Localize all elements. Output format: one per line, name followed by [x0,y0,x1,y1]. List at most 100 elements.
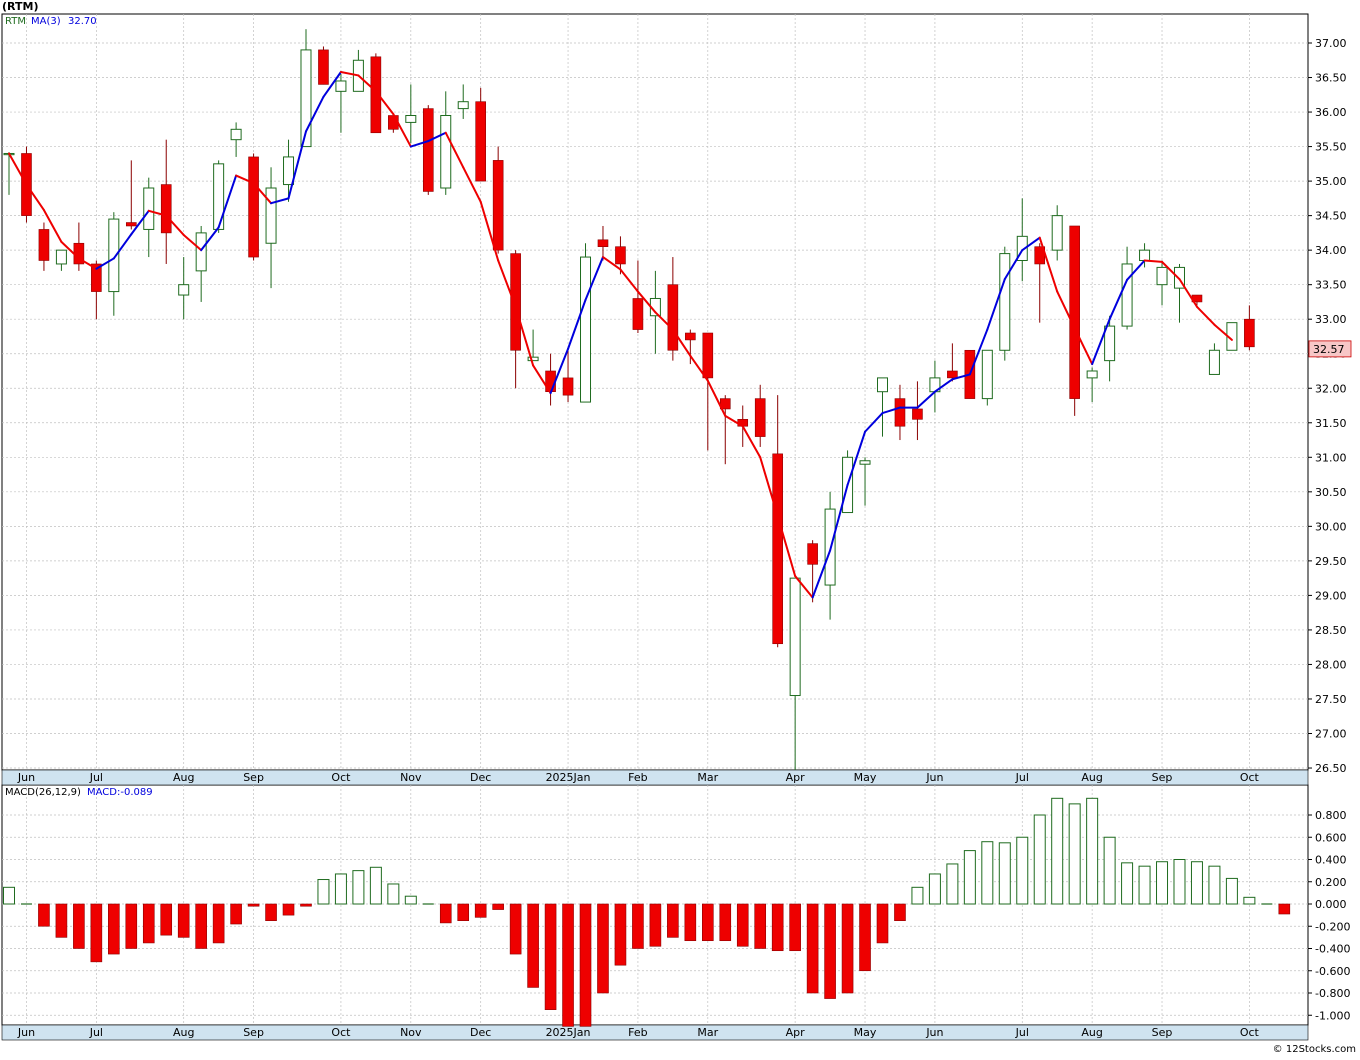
price-tick-label: 28.00 [1315,658,1347,671]
macd-month-label: Oct [331,1026,351,1039]
candle-body [1016,235,1028,262]
macd-month-label: Feb [628,1026,647,1039]
macd-bar [230,903,242,925]
price-month-label: Oct [331,771,351,784]
macd-tick-label: 0.400 [1315,854,1347,867]
ma-segment [462,166,482,203]
candle-body [947,370,958,379]
ma-segment [374,90,395,116]
ma-segment [392,113,412,148]
candle-body [510,253,521,351]
macd-bar [474,903,487,918]
macd-value-label: MACD:-0.089 [87,787,153,798]
candle-body [1208,349,1220,375]
ma-segment [252,182,273,205]
candle-body [248,156,259,258]
price-tick-label: 31.00 [1315,451,1347,464]
macd-month-label: Aug [1081,1026,1102,1039]
macd-tick-label: 0.600 [1315,831,1347,844]
price-tick-label: 35.00 [1315,175,1347,188]
candle-body [318,49,329,85]
candle-body [492,160,504,251]
candle-body [685,332,696,341]
macd-bar [1086,797,1099,905]
macd-bar [1278,903,1291,915]
price-tick-label: 30.00 [1315,520,1347,533]
candle-body [230,128,242,141]
macd-bar [212,903,225,944]
price-tick-label: 29.00 [1315,589,1347,602]
macd-bar [754,903,767,949]
candle-body [580,256,592,403]
macd-month-label: Oct [1240,1026,1260,1039]
candle-body [213,163,225,230]
macd-bar [1068,803,1081,905]
candle-body [440,115,452,189]
ma-segment [881,406,901,415]
macd-bar [544,903,557,1010]
ma-segment [60,240,80,260]
macd-bar [1190,861,1203,905]
ma-segment [724,414,744,428]
macd-bar [789,903,801,952]
ma-segment [916,390,936,409]
price-month-label: Nov [400,771,422,784]
price-tick-label: 35.50 [1315,141,1347,154]
ma-segment [601,256,622,271]
candle-body [370,56,382,134]
macd-bar [1121,862,1134,905]
ma-segment [270,197,290,205]
macd-bar [55,903,68,938]
price-tick-label: 34.00 [1315,244,1347,257]
price-tick-label: 29.50 [1315,555,1347,568]
macd-bar [334,873,347,905]
price-month-label: Apr [786,771,806,784]
candle-body [527,356,539,362]
macd-bar [928,873,941,905]
macd-bar [998,842,1011,905]
candle-body [422,108,434,192]
footer-credit: © 12Stocks.com [1273,1044,1356,1055]
candle-body [55,249,67,265]
ma-segment [759,456,779,517]
macd-month-label: Sep [243,1026,264,1039]
candle-body [475,101,486,182]
macd-bar [876,903,889,944]
price-month-axis [1,769,1309,786]
ma-segment [1038,236,1059,293]
ma-segment [567,298,587,350]
macd-tick-label: -0.600 [1315,965,1350,978]
candle-body [981,349,993,400]
ma-segment [829,483,849,552]
ma-segment [339,71,360,77]
last-price-box [1308,340,1352,358]
ma-segment [42,209,63,243]
candle-body [789,577,801,697]
price-tick-label: 31.50 [1315,417,1347,430]
candle-body [283,156,295,186]
ma-segment [479,200,500,262]
macd-bar [771,903,784,952]
macd-tick-label: 0.200 [1315,876,1347,889]
ma-segment [95,257,115,270]
candle-body [405,115,417,123]
macd-month-label: Aug [173,1026,194,1039]
macd-month-label: Mar [697,1026,718,1039]
ma-segment [112,233,133,260]
macd-bar [1225,877,1238,905]
macd-bar [317,879,330,905]
macd-bar [1208,865,1221,905]
ma-segment [25,183,45,212]
price-month-label: Dec [470,771,491,784]
candle-body [1104,325,1116,362]
macd-month-label: Dec [470,1026,491,1039]
macd-bar [981,841,994,905]
candle-body [702,332,714,379]
macd-bar [1016,836,1029,905]
macd-bar [1243,896,1256,905]
macd-bar [841,903,854,994]
price-month-label: Mar [697,771,718,784]
ma-segment [1161,260,1181,281]
ma-segment [182,233,203,252]
